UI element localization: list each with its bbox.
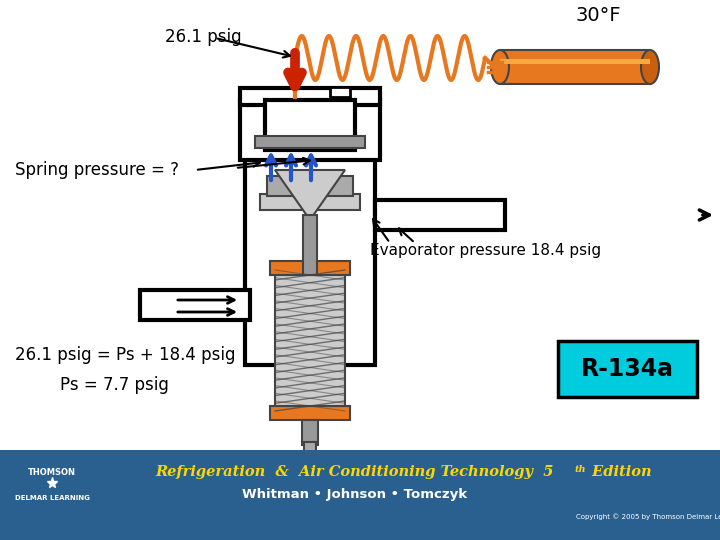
Bar: [245, 140, 375, 365]
Text: 26.1 psig: 26.1 psig: [165, 28, 242, 46]
Bar: [275, 275, 345, 406]
Bar: [140, 290, 250, 320]
Text: DELMAR LEARNING: DELMAR LEARNING: [14, 495, 89, 501]
Ellipse shape: [641, 50, 659, 84]
Polygon shape: [275, 170, 345, 220]
Text: Refrigeration  &  Air Conditioning Technology  5: Refrigeration & Air Conditioning Technol…: [156, 465, 554, 479]
Text: R-134a: R-134a: [580, 357, 673, 381]
Bar: [0, 450, 720, 540]
Bar: [304, 442, 316, 460]
Bar: [270, 406, 350, 420]
Text: Spring pressure = ?: Spring pressure = ?: [15, 161, 179, 179]
Bar: [255, 136, 365, 148]
Bar: [265, 100, 355, 150]
Text: Whitman • Johnson • Tomczyk: Whitman • Johnson • Tomczyk: [243, 488, 467, 501]
Text: Edition: Edition: [587, 465, 652, 479]
Bar: [303, 215, 317, 275]
Bar: [267, 176, 353, 196]
Text: Copyright © 2005 by Thomson Delmar Learning: Copyright © 2005 by Thomson Delmar Learn…: [575, 514, 720, 520]
Bar: [260, 194, 360, 210]
Text: th: th: [575, 465, 587, 474]
Ellipse shape: [491, 50, 509, 84]
Text: 30°F: 30°F: [575, 6, 621, 25]
Text: Evaporator pressure 18.4 psig: Evaporator pressure 18.4 psig: [370, 242, 601, 258]
Bar: [500, 50, 650, 84]
Text: 26.1 psig = Ps + 18.4 psig: 26.1 psig = Ps + 18.4 psig: [15, 346, 235, 364]
FancyBboxPatch shape: [558, 341, 697, 397]
Bar: [302, 420, 318, 445]
Bar: [240, 88, 380, 105]
Bar: [270, 261, 350, 275]
Text: Ps = 7.7 psig: Ps = 7.7 psig: [60, 376, 169, 394]
Text: THOMSON: THOMSON: [28, 468, 76, 477]
Bar: [375, 200, 505, 230]
Bar: [240, 100, 380, 160]
Bar: [330, 87, 350, 97]
Bar: [500, 58, 650, 64]
